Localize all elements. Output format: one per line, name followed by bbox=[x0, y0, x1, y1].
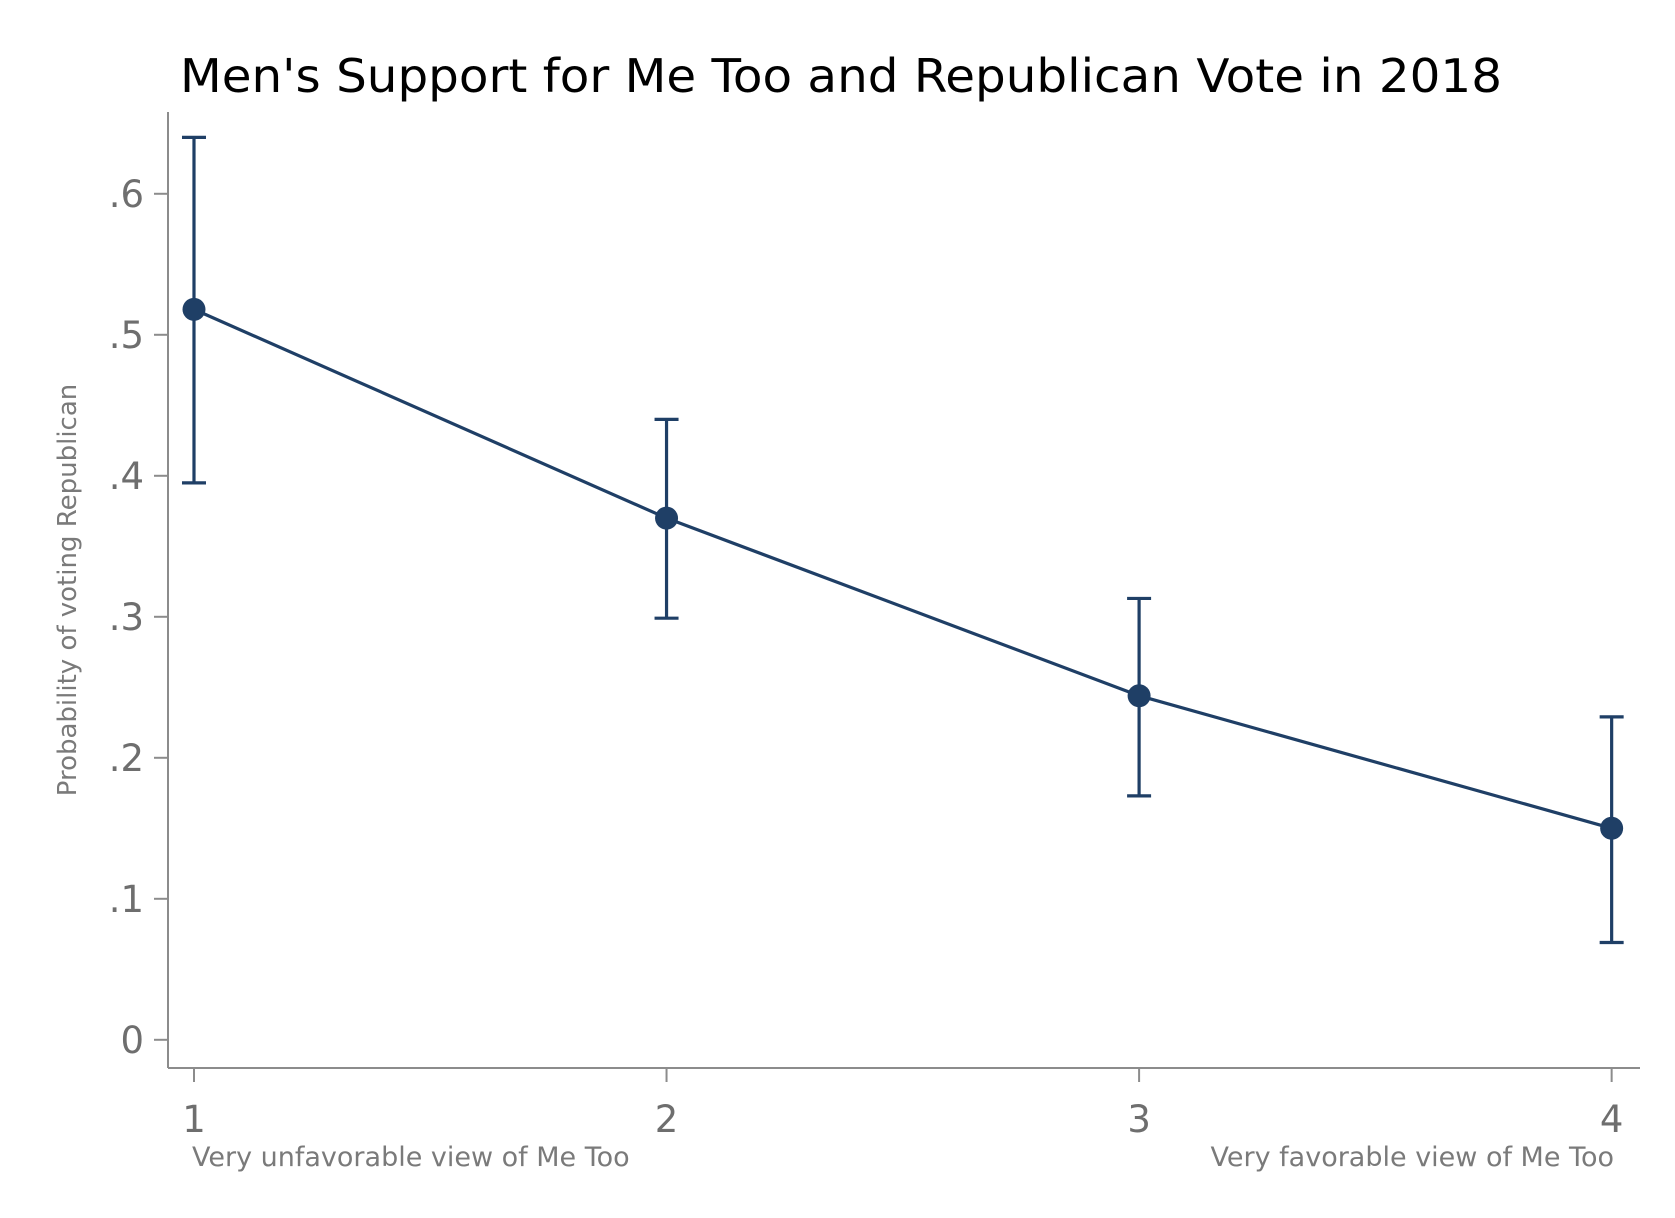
chart-title: Men's Support for Me Too and Republican … bbox=[180, 49, 1502, 103]
data-point bbox=[1127, 684, 1151, 708]
series-line bbox=[193, 307, 1613, 830]
y-axis-title: Probability of voting Republican bbox=[53, 384, 83, 797]
y-tick-label: .1 bbox=[109, 878, 144, 921]
x-axis-left-end-label: Very unfavorable view of Me Too bbox=[192, 1142, 630, 1173]
y-tick-label: 0 bbox=[120, 1019, 144, 1062]
x-tick-label: 3 bbox=[1127, 1098, 1151, 1141]
y-tick-label: .2 bbox=[109, 737, 144, 780]
y-tick-label: .3 bbox=[109, 596, 144, 639]
y-tick-label: .6 bbox=[109, 173, 144, 216]
series-group bbox=[181, 135, 1624, 945]
x-axis-right-end-label: Very favorable view of Me Too bbox=[1211, 1142, 1614, 1173]
y-axis-ticks: 0 .1 .2 .3 .4 .5 .6 bbox=[109, 173, 168, 1062]
data-point bbox=[655, 506, 679, 530]
y-tick-label: .5 bbox=[109, 314, 144, 357]
x-tick-label: 4 bbox=[1600, 1098, 1624, 1141]
y-tick-label: .4 bbox=[109, 455, 144, 498]
x-tick-label: 2 bbox=[655, 1098, 679, 1141]
x-axis-ticks: 1 2 3 4 bbox=[182, 1068, 1623, 1141]
x-tick-label: 1 bbox=[182, 1098, 206, 1141]
data-point bbox=[182, 297, 206, 321]
data-point bbox=[1600, 816, 1624, 840]
